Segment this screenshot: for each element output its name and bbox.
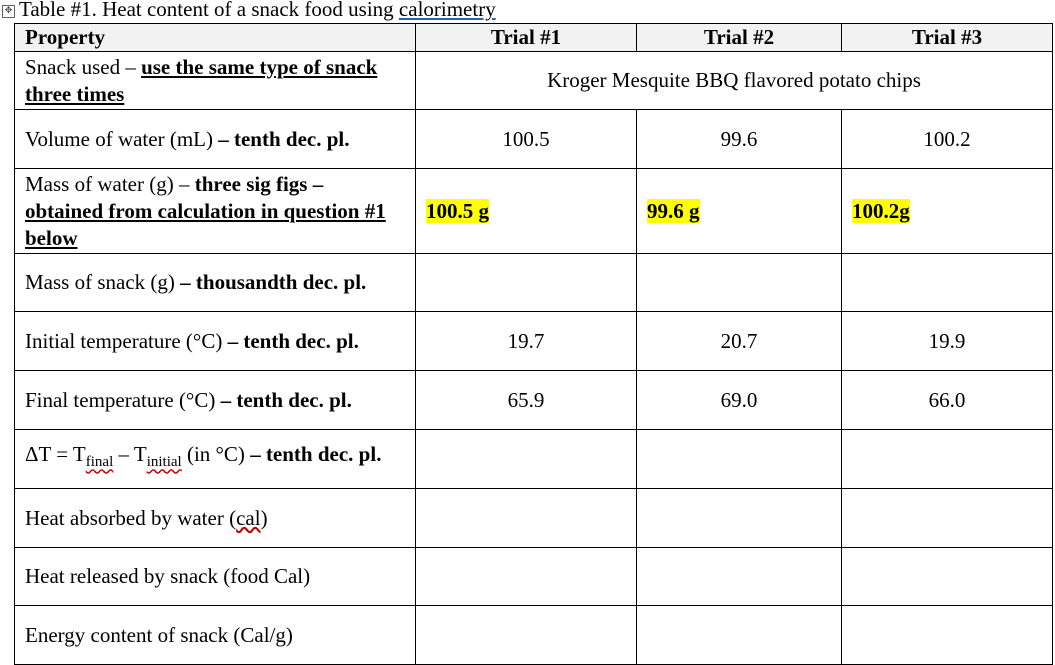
table-header-row: Property Trial #1 Trial #2 Trial #3	[14, 23, 1053, 52]
table-row-initial-temp: Initial temperature (°C) – tenth dec. pl…	[14, 311, 1053, 371]
cell-energy-trial-1[interactable]	[415, 605, 637, 665]
label-delta-a: ΔT = T	[25, 442, 86, 467]
label-mass-snack-bold: – thousandth dec. pl.	[180, 270, 367, 294]
label-heat-absorbed: Heat absorbed by water (cal)	[14, 488, 416, 548]
cell-heat-released-trial-1[interactable]	[415, 547, 637, 606]
header-trial-3: Trial #3	[841, 23, 1053, 52]
cell-heat-absorbed-trial-2[interactable]	[636, 488, 842, 548]
label-final-temp: Final temperature (°C) – tenth dec. pl.	[14, 370, 416, 430]
highlight-mass-water-2: 99.6 g	[647, 198, 700, 223]
label-heat-absorbed-plain: Heat absorbed by water (	[25, 505, 237, 530]
cell-final-temp-trial-3[interactable]: 66.0	[841, 370, 1053, 430]
heat-content-table: Property Trial #1 Trial #2 Trial #3 Snac…	[14, 23, 1053, 665]
header-trial-2: Trial #2	[636, 23, 842, 52]
label-mass-water: Mass of water (g) – three sig figs – obta…	[14, 168, 416, 254]
label-energy: Energy content of snack (Cal/g)	[14, 605, 416, 665]
label-mass-water-bold: three sig figs –	[194, 171, 324, 196]
cell-mass-water-trial-3[interactable]: 100.2g	[841, 168, 1053, 254]
caption-prefix: Table #1. Heat content of a snack food u…	[19, 0, 399, 21]
table-row-final-temp: Final temperature (°C) – tenth dec. pl. …	[14, 370, 1053, 430]
cell-mass-water-trial-2[interactable]: 99.6 g	[636, 168, 842, 254]
label-volume-bold: – tenth dec. pl.	[218, 126, 350, 151]
cell-snack-value[interactable]: Kroger Mesquite BBQ flavored potato chip…	[415, 51, 1053, 110]
label-heat-absorbed-squig: cal	[236, 505, 261, 530]
label-snack-bold: use the same type of snack three times	[25, 54, 378, 106]
cell-energy-trial-2[interactable]	[636, 605, 842, 665]
cell-mass-water-trial-1[interactable]: 100.5 g	[415, 168, 637, 254]
cell-mass-snack-trial-2[interactable]	[636, 253, 842, 312]
cell-delta-trial-1[interactable]	[415, 429, 637, 489]
label-initial-temp-plain: Initial temperature (°C)	[25, 328, 228, 353]
cell-volume-trial-2[interactable]: 99.6	[636, 109, 842, 169]
table-row-snack: Snack used – use the same type of snack …	[14, 51, 1053, 110]
header-trial-1: Trial #1	[415, 23, 637, 52]
label-initial-temp: Initial temperature (°C) – tenth dec. pl…	[14, 311, 416, 371]
highlight-mass-water-3: 100.2g	[852, 198, 910, 223]
move-handle-icon[interactable]: ✥	[2, 5, 15, 18]
cell-heat-absorbed-trial-1[interactable]	[415, 488, 637, 548]
label-snack-plain: Snack used –	[25, 54, 142, 79]
cell-heat-released-trial-3[interactable]	[841, 547, 1053, 606]
label-mass-snack: Mass of snack (g) – thousandth dec. pl.	[14, 253, 416, 312]
cell-final-temp-trial-1[interactable]: 65.9	[415, 370, 637, 430]
cell-initial-temp-trial-1[interactable]: 19.7	[415, 311, 637, 371]
label-delta-b: – T	[113, 442, 147, 467]
cell-mass-snack-trial-3[interactable]	[841, 253, 1053, 312]
cell-mass-snack-trial-1[interactable]	[415, 253, 637, 312]
cell-delta-trial-2[interactable]	[636, 429, 842, 489]
label-final-temp-plain: Final temperature (°C)	[25, 387, 221, 412]
table-caption: ✥ Table #1. Heat content of a snack food …	[2, 0, 496, 21]
table-row-volume: Volume of water (mL) – tenth dec. pl. 10…	[14, 109, 1053, 169]
cell-initial-temp-trial-3[interactable]: 19.9	[841, 311, 1053, 371]
label-volume: Volume of water (mL) – tenth dec. pl.	[14, 109, 416, 169]
label-final-temp-bold: – tenth dec. pl.	[220, 387, 352, 412]
label-delta-sub-final: final	[85, 454, 114, 471]
label-snack: Snack used – use the same type of snack …	[14, 51, 416, 110]
table-row-energy: Energy content of snack (Cal/g)	[14, 605, 1053, 665]
table-row-heat-absorbed: Heat absorbed by water (cal)	[14, 488, 1053, 548]
cell-delta-trial-3[interactable]	[841, 429, 1053, 489]
header-property: Property	[14, 23, 416, 52]
table-row-mass-snack: Mass of snack (g) – thousandth dec. pl.	[14, 253, 1053, 312]
cell-volume-trial-1[interactable]: 100.5	[415, 109, 637, 169]
label-heat-absorbed-end: )	[260, 505, 268, 530]
label-delta-c: (in °C)	[181, 442, 251, 467]
label-delta-t: ΔT = Tfinal – Tinitial (in °C) – tenth d…	[14, 429, 416, 489]
cell-energy-trial-3[interactable]	[841, 605, 1053, 665]
cell-final-temp-trial-2[interactable]: 69.0	[636, 370, 842, 430]
label-mass-water-plain: Mass of water (g) –	[25, 171, 195, 196]
table-row-delta-t: ΔT = Tfinal – Tinitial (in °C) – tenth d…	[14, 429, 1053, 489]
label-delta-bold: – tenth dec. pl.	[250, 442, 382, 467]
table-row-heat-released: Heat released by snack (food Cal)	[14, 547, 1053, 606]
cell-initial-temp-trial-2[interactable]: 20.7	[636, 311, 842, 371]
label-initial-temp-bold: – tenth dec. pl.	[227, 328, 359, 353]
label-volume-plain: Volume of water (mL)	[25, 126, 219, 151]
table-row-mass-water: Mass of water (g) – three sig figs – obta…	[14, 168, 1053, 254]
cell-volume-trial-3[interactable]: 100.2	[841, 109, 1053, 169]
cell-heat-absorbed-trial-3[interactable]	[841, 488, 1053, 548]
cell-heat-released-trial-2[interactable]	[636, 547, 842, 606]
label-heat-released: Heat released by snack (food Cal)	[14, 547, 416, 606]
label-mass-snack-plain: Mass of snack (g)	[25, 270, 181, 294]
highlight-mass-water-1: 100.5 g	[426, 198, 489, 223]
caption-linked-word: calorimetry	[398, 0, 496, 21]
label-delta-sub-initial: initial	[146, 454, 182, 471]
label-mass-water-underline: obtained from calculation in question #1…	[25, 198, 386, 250]
